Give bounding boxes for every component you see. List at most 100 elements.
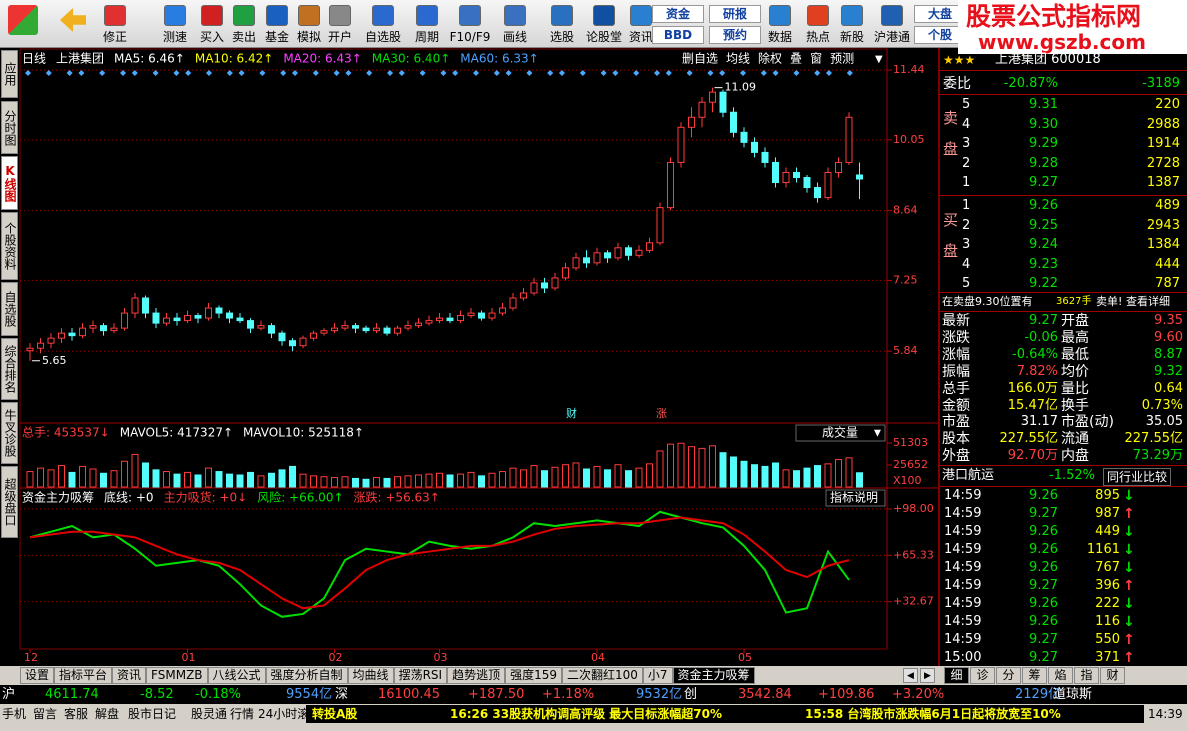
bottom-tab[interactable]: 强度分析自制 [265, 667, 348, 684]
chart-button[interactable]: 窗 [810, 52, 822, 66]
toolbar-icon[interactable] [233, 5, 255, 26]
toolbar-icon[interactable] [551, 5, 573, 26]
order-notice[interactable]: 查看详细 [1126, 295, 1170, 308]
status-link[interactable]: 留言 [33, 707, 58, 721]
bottom-tab[interactable]: 指标平台 [54, 667, 113, 684]
quote-tab[interactable]: 分 [996, 667, 1021, 684]
toolbar-icon[interactable] [104, 5, 126, 26]
toolbar-label[interactable]: 沪港通 [873, 30, 910, 44]
toolbar-label[interactable]: 数据 [767, 30, 792, 44]
toolbar-label[interactable]: 资讯 [628, 30, 653, 44]
status-link[interactable]: 手机 [2, 707, 27, 721]
scroll-button[interactable]: ◀ [903, 668, 918, 683]
toolbar-icon[interactable] [841, 5, 863, 26]
toolbar-icon[interactable] [593, 5, 615, 26]
side-tab[interactable]: 自选股 [1, 282, 18, 336]
side-tab[interactable]: K线图 [1, 156, 18, 210]
side-tab[interactable]: 应用 [1, 50, 18, 98]
news-item[interactable]: 转投A股 [312, 707, 358, 721]
indicator-button-box[interactable] [825, 489, 886, 507]
scroll-button[interactable]: ▶ [920, 668, 935, 683]
side-tab[interactable]: 综合排名 [1, 338, 18, 400]
toolbar-label[interactable]: 选股 [549, 30, 574, 44]
toolbar-label[interactable]: 测速 [162, 30, 187, 44]
chart-button[interactable]: 均线 [726, 52, 750, 66]
toolbar-icon[interactable] [769, 5, 791, 26]
status-link[interactable]: 解盘 [95, 707, 120, 721]
toolbar-label[interactable]: 周期 [414, 30, 439, 44]
candle-body [625, 247, 632, 256]
chart-button[interactable]: 除权 [758, 51, 782, 66]
toolbar-label[interactable]: 画线 [502, 30, 527, 44]
status-link[interactable]: 行情 [230, 707, 255, 721]
toolbar-icon[interactable] [329, 5, 351, 26]
toolbar-label[interactable]: 自选股 [364, 30, 401, 44]
news-item[interactable]: 16:26 33股获机构调高评级 最大目标涨幅超70% [450, 707, 722, 721]
toolbar-button[interactable]: 资金 [652, 5, 704, 23]
toolbar-button[interactable]: 研报 [709, 5, 761, 23]
toolbar-icon[interactable] [298, 5, 320, 26]
quote-tab[interactable]: 细 [944, 667, 969, 684]
chart-button[interactable]: 预测 [830, 52, 854, 66]
toolbar-label[interactable]: 买入 [199, 30, 224, 44]
toolbar-label[interactable]: 新股 [839, 30, 864, 44]
toolbar-label[interactable]: 修正 [102, 30, 127, 44]
bottom-tab[interactable]: 八线公式 [207, 667, 266, 684]
toolbar-label[interactable]: F10/F9 [449, 30, 491, 44]
indicator-button[interactable]: 指标说明 [830, 490, 878, 505]
side-tab[interactable]: 牛叉诊股 [1, 402, 18, 464]
trade-volume: 222 [1095, 596, 1120, 611]
quote-tab[interactable]: 指 [1074, 667, 1099, 684]
status-link[interactable]: 股灵通 [191, 707, 228, 721]
toolbar-icon[interactable] [372, 5, 394, 26]
quote-tab[interactable]: 财 [1100, 667, 1125, 684]
toolbar-icon[interactable] [164, 5, 186, 26]
toolbar-label[interactable]: 热点 [805, 30, 830, 44]
toolbar-button[interactable]: BBD [652, 26, 704, 44]
chart-button[interactable]: 叠 [790, 52, 802, 66]
toolbar-button[interactable]: 预约 [709, 26, 761, 44]
toolbar-icon[interactable] [504, 5, 526, 26]
bottom-tab[interactable]: 设置 [20, 667, 55, 684]
toolbar-label[interactable]: 卖出 [231, 30, 256, 44]
toolbar-label[interactable]: 开户 [327, 30, 352, 44]
selector-label[interactable]: 成交量 [822, 425, 858, 440]
toolbar-icon[interactable] [807, 5, 829, 26]
bottom-tab[interactable]: 资金主力吸筹 [672, 667, 755, 684]
app-icon[interactable] [8, 5, 38, 35]
quote-tab[interactable]: 焰 [1048, 667, 1073, 684]
chart-button[interactable]: 删自选 [682, 52, 718, 66]
bottom-tab[interactable]: 强度159 [505, 667, 562, 684]
quote-tab[interactable]: 筹 [1022, 667, 1047, 684]
status-link[interactable]: 股市日记 [128, 707, 177, 721]
toolbar-icon[interactable] [266, 5, 288, 26]
toolbar-icon[interactable] [201, 5, 223, 26]
selector-box[interactable] [795, 424, 886, 442]
bottom-tab[interactable]: 小7 [642, 667, 673, 684]
bottom-tab[interactable]: 趋势逃顶 [447, 667, 506, 684]
toolbar-icon[interactable] [881, 5, 903, 26]
toolbar-icon[interactable] [416, 5, 438, 26]
bottom-tab[interactable]: 资讯 [112, 667, 147, 684]
toolbar-label[interactable]: 模拟 [296, 30, 321, 44]
toolbar-label[interactable]: 基金 [264, 30, 289, 44]
bottom-tab[interactable]: 摆荡RSI [393, 667, 448, 684]
side-tab[interactable]: 分时图 [1, 101, 18, 154]
bottom-tab[interactable]: 二次翻红100 [561, 667, 643, 684]
toolbar-icon[interactable] [459, 5, 481, 26]
panel-frame [19, 48, 888, 650]
side-tab[interactable]: 个股资料 [1, 212, 18, 280]
side-tab[interactable]: 超级盘口 [1, 466, 18, 538]
toolbar-button[interactable]: 大盘 [914, 5, 966, 23]
sector-compare[interactable]: 同行业比较 [1103, 468, 1172, 486]
volume-bar [289, 465, 296, 488]
status-link[interactable]: 客服 [64, 707, 89, 721]
status-link[interactable]: 24小时滚动 [258, 707, 322, 721]
news-item[interactable]: 15:58 台湾股市涨跌幅6月1日起将放宽至10% [805, 707, 1061, 721]
quote-tab[interactable]: 诊 [970, 667, 995, 684]
bottom-tab[interactable]: 均曲线 [347, 667, 394, 684]
toolbar-icon[interactable] [630, 5, 652, 26]
bottom-tab[interactable]: FSMMZB [146, 667, 208, 684]
toolbar-label[interactable]: 论股堂 [585, 30, 622, 44]
index-item: 深 [335, 687, 349, 702]
